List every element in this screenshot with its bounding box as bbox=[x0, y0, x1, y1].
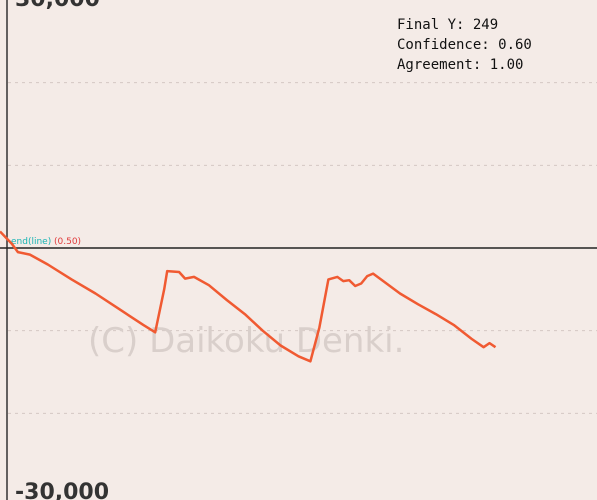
readout-panel: Final Y: 249 Confidence: 0.60 Agreement:… bbox=[397, 15, 532, 75]
annotation-label: end(line) bbox=[11, 237, 51, 247]
agreement-text: Agreement: 1.00 bbox=[397, 57, 524, 73]
annotation-value: (0.50) bbox=[54, 237, 81, 247]
final-y-text: Final Y: 249 bbox=[397, 17, 499, 33]
y-tick-label-top: 30,000 bbox=[15, 0, 100, 12]
confidence-text: Confidence: 0.60 bbox=[397, 37, 532, 53]
series-line-1 bbox=[0, 230, 497, 363]
grid bbox=[8, 82, 597, 414]
series bbox=[0, 230, 497, 363]
y-tick-label-bottom: -30,000 bbox=[15, 480, 109, 500]
watermark: (C) Daikoku Denki. bbox=[88, 321, 404, 361]
